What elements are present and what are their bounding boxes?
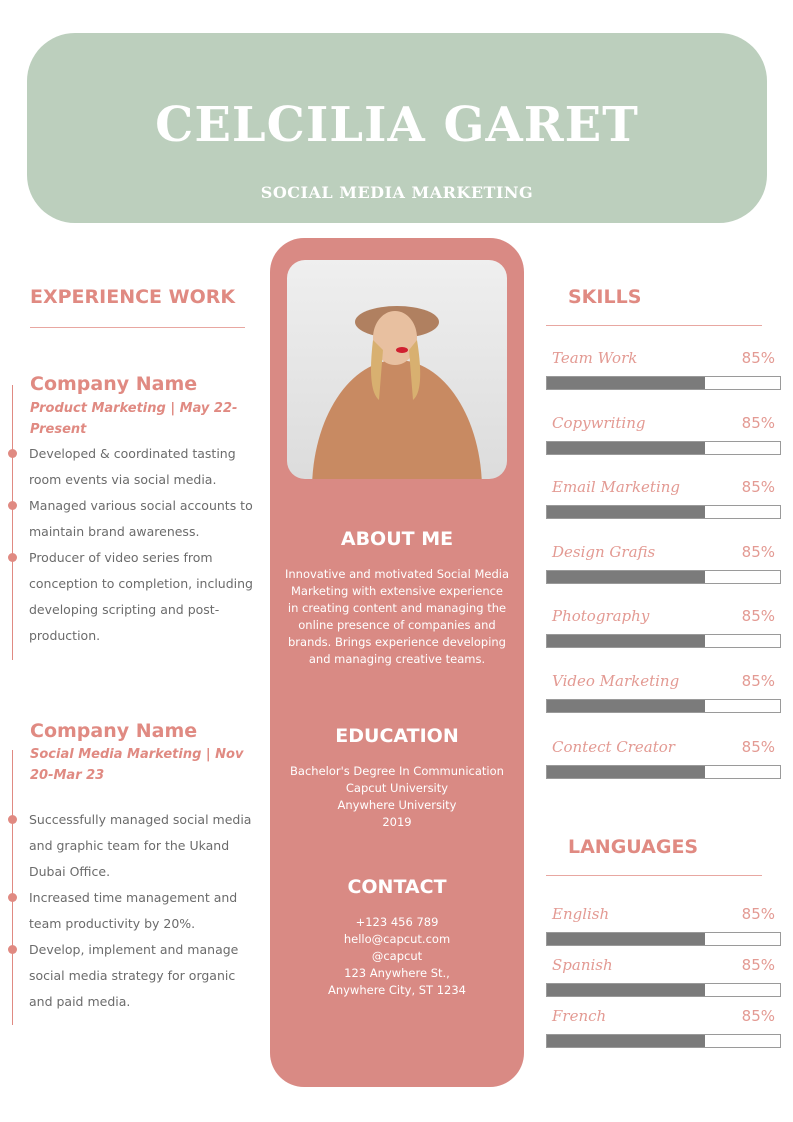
- divider: [546, 875, 762, 876]
- contact-text: +123 456 789 hello@capcut.com @capcut 12…: [284, 914, 510, 999]
- education-degree: Bachelor's Degree In Communication: [290, 764, 504, 778]
- job-role: Product Marketing | May 22-Present: [30, 401, 238, 437]
- progress-bar: [546, 570, 781, 584]
- language-name: English: [552, 905, 610, 923]
- company-name: Company Name: [30, 720, 198, 742]
- languages-heading: LANGUAGES: [568, 836, 699, 858]
- language-name: French: [552, 1007, 607, 1025]
- education-text: Bachelor's Degree In Communication Capcu…: [284, 763, 510, 831]
- language-percent: 85%: [741, 956, 775, 974]
- education-heading: EDUCATION: [335, 725, 459, 747]
- skill-name: Copywriting: [552, 414, 646, 432]
- bullet-item: Developed & coordinated tasting room eve…: [8, 441, 259, 493]
- bullet-item: Producer of video series from conception…: [8, 545, 259, 649]
- job-title: SOCIAL MEDIA MARKETING: [260, 183, 534, 202]
- profile-photo: [287, 260, 507, 479]
- skill-name: Design Grafis: [552, 543, 656, 561]
- progress-fill: [547, 506, 706, 518]
- job-bullets: Successfully managed social media and gr…: [8, 807, 254, 1015]
- skill-name: Team Work: [552, 349, 638, 367]
- progress-bar: [546, 634, 781, 648]
- progress-fill: [547, 1035, 706, 1047]
- skill-percent: 85%: [741, 672, 775, 690]
- timeline-line: [12, 385, 13, 660]
- progress-fill: [547, 571, 706, 583]
- about-text: Innovative and motivated Social Media Ma…: [284, 567, 509, 666]
- contact-heading: CONTACT: [347, 876, 447, 898]
- education-year: 2019: [382, 815, 412, 829]
- skill-percent: 85%: [741, 414, 775, 432]
- language-name: Spanish: [552, 956, 613, 974]
- progress-bar: [546, 1034, 781, 1048]
- skill-name: Contect Creator: [552, 738, 675, 756]
- bullet-item: Develop, implement and manage social med…: [8, 937, 254, 1015]
- bullet-item: Successfully managed social media and gr…: [8, 807, 254, 885]
- progress-fill: [547, 766, 706, 778]
- about-heading: ABOUT ME: [340, 528, 454, 550]
- progress-bar: [546, 505, 781, 519]
- bullet-item: Increased time management and team produ…: [8, 885, 254, 937]
- progress-fill: [547, 635, 706, 647]
- language-percent: 85%: [741, 1007, 775, 1025]
- progress-fill: [547, 984, 706, 996]
- job-bullets: Developed & coordinated tasting room eve…: [8, 441, 259, 649]
- contact-address: 123 Anywhere St.,: [344, 966, 450, 980]
- skill-name: Email Marketing: [552, 478, 681, 496]
- progress-fill: [547, 933, 706, 945]
- contact-phone: +123 456 789: [355, 915, 439, 929]
- contact-address: Anywhere City, ST 1234: [327, 983, 467, 997]
- progress-bar: [546, 765, 781, 779]
- bullet-item: Managed various social accounts to maint…: [8, 493, 259, 545]
- person-name: CELCILIA GARET: [155, 97, 639, 153]
- progress-bar: [546, 983, 781, 997]
- timeline-line: [12, 750, 13, 1025]
- divider: [30, 327, 245, 328]
- contact-handle: @capcut: [371, 949, 423, 963]
- education-school: Anywhere University: [337, 798, 457, 812]
- progress-bar: [546, 699, 781, 713]
- progress-bar: [546, 376, 781, 390]
- skill-percent: 85%: [741, 349, 775, 367]
- skill-name: Photography: [552, 607, 650, 625]
- job-role: Social Media Marketing | Nov 20-Mar 23: [30, 747, 244, 783]
- skills-heading: SKILLS: [568, 286, 642, 308]
- language-percent: 85%: [741, 905, 775, 923]
- progress-fill: [547, 442, 706, 454]
- progress-bar: [546, 441, 781, 455]
- progress-fill: [547, 700, 706, 712]
- company-name: Company Name: [30, 373, 198, 395]
- experience-heading: EXPERIENCE WORK: [30, 286, 236, 308]
- divider: [546, 325, 762, 326]
- skill-name: Video Marketing: [552, 672, 680, 690]
- skill-percent: 85%: [741, 738, 775, 756]
- center-panel: ABOUT ME Innovative and motivated Social…: [270, 238, 524, 1087]
- education-school: Capcut University: [345, 781, 449, 795]
- skill-percent: 85%: [741, 478, 775, 496]
- skill-percent: 85%: [741, 607, 775, 625]
- progress-fill: [547, 377, 706, 389]
- header-banner: CELCILIA GARET SOCIAL MEDIA MARKETING: [27, 33, 767, 223]
- contact-email: hello@capcut.com: [343, 932, 451, 946]
- skill-percent: 85%: [741, 543, 775, 561]
- progress-bar: [546, 932, 781, 946]
